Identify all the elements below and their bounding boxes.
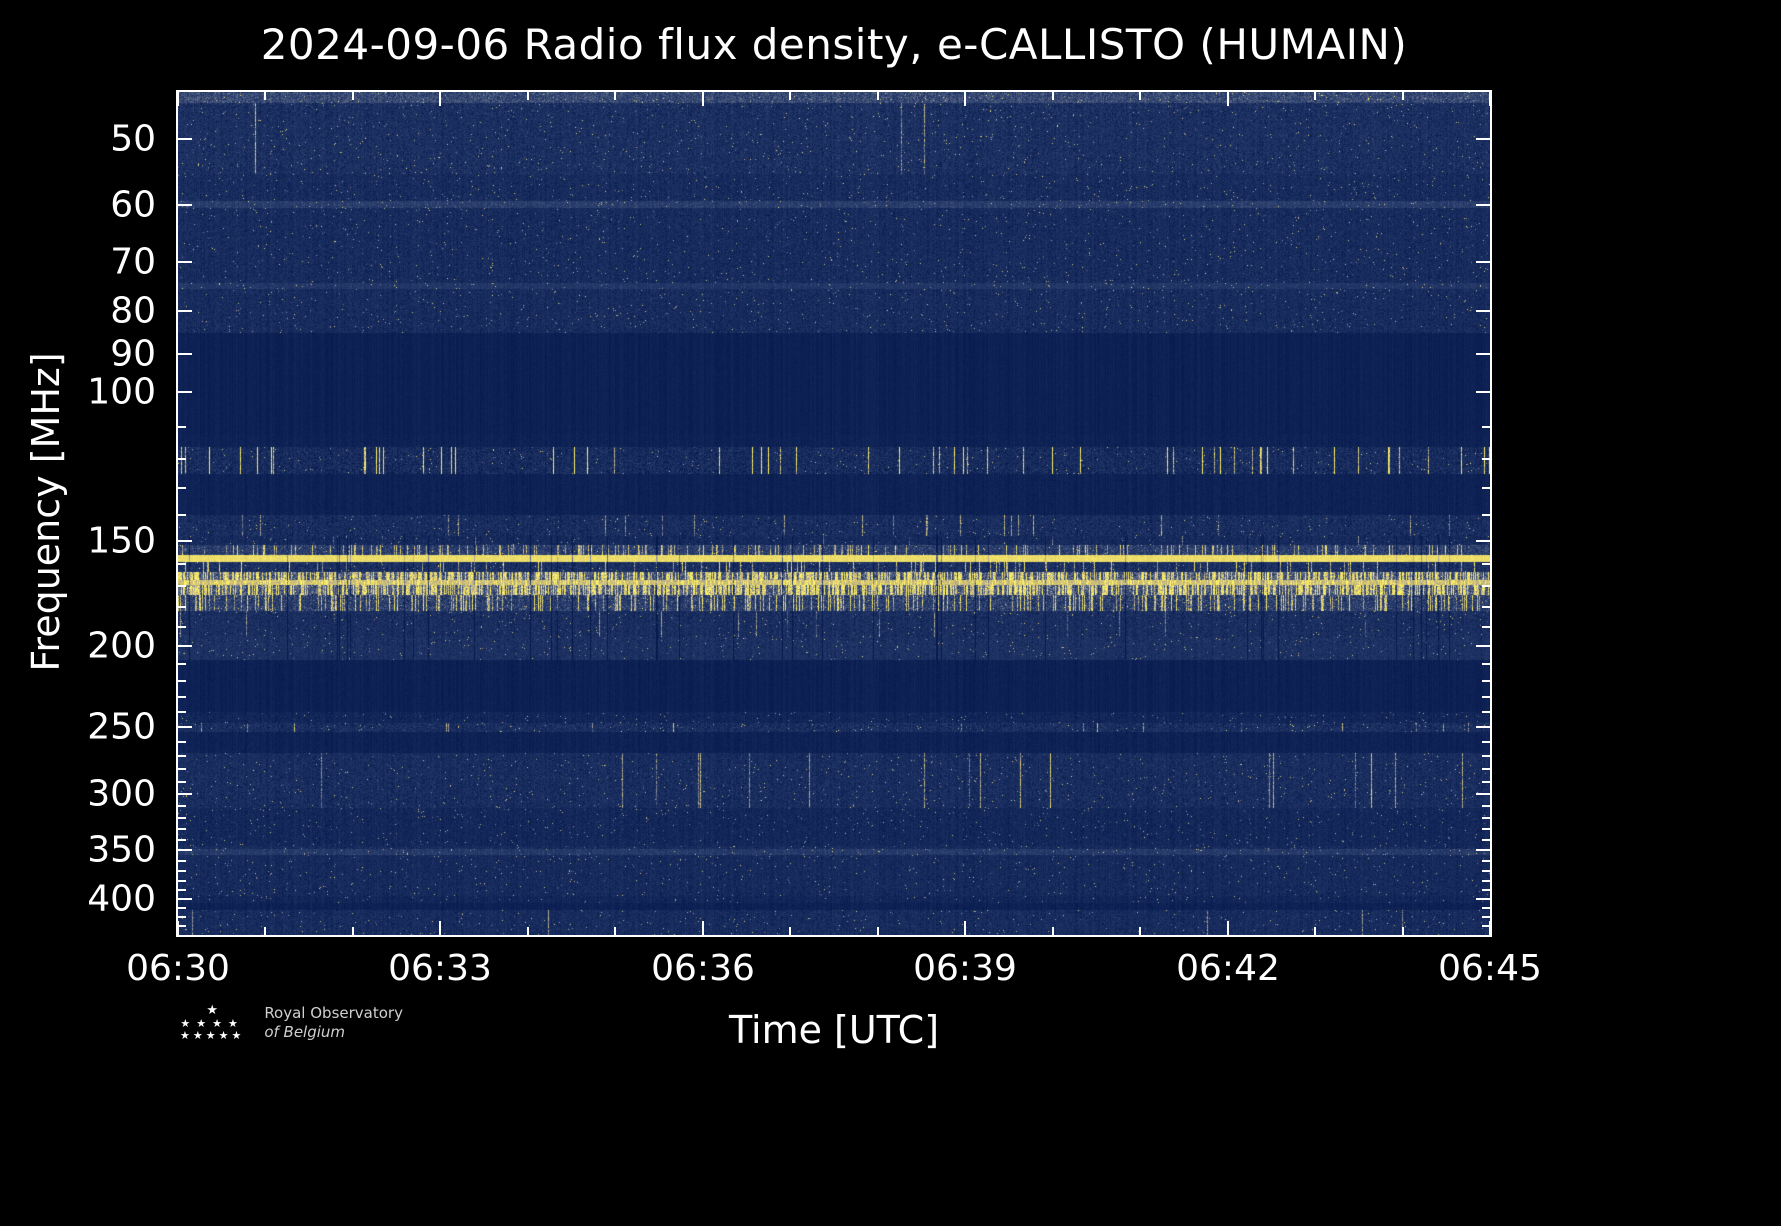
spectrogram-plot: [176, 90, 1492, 937]
y-tick-label: 70: [110, 241, 156, 283]
y-tick-label: 50: [110, 118, 156, 160]
spectrogram-canvas: [178, 92, 1490, 935]
y-tick-label: 350: [87, 829, 156, 871]
y-tick-labels: 50 60 70 80 90 100 150 200 250 300 350 400: [0, 90, 160, 937]
x-tick-label: 06:33: [388, 948, 492, 989]
y-tick-label: 250: [87, 706, 156, 748]
x-tick-label: 06:30: [126, 948, 230, 989]
x-tick-label: 06:42: [1176, 948, 1280, 989]
rob-logo: ★ ★★★★ ★★★★★ Royal Observatory of Belgiu…: [180, 1004, 403, 1042]
x-tick-label: 06:36: [651, 948, 755, 989]
y-tick-label: 90: [110, 333, 156, 375]
rob-logo-text: Royal Observatory of Belgium: [264, 1004, 403, 1042]
chart-title: 2024-09-06 Radio flux density, e-CALLIST…: [260, 20, 1408, 69]
y-tick-label: 300: [87, 773, 156, 815]
x-axis-label: Time [UTC]: [728, 1008, 940, 1052]
x-tick-label: 06:39: [913, 948, 1017, 989]
y-tick-label: 400: [87, 878, 156, 920]
rob-logo-stars-icon: ★ ★★★★ ★★★★★: [180, 1003, 245, 1042]
y-axis-label: Frequency [MHz]: [24, 352, 68, 672]
y-tick-label: 200: [87, 625, 156, 667]
y-tick-label: 60: [110, 184, 156, 226]
y-tick-label: 150: [87, 520, 156, 562]
y-tick-label: 100: [87, 371, 156, 413]
x-tick-label: 06:45: [1438, 948, 1542, 989]
y-tick-label: 80: [110, 290, 156, 332]
x-tick-labels: 06:30 06:33 06:36 06:39 06:42 06:45: [126, 948, 1542, 994]
rob-logo-line2: of Belgium: [264, 1022, 346, 1041]
rob-logo-line1: Royal Observatory: [264, 1004, 403, 1022]
